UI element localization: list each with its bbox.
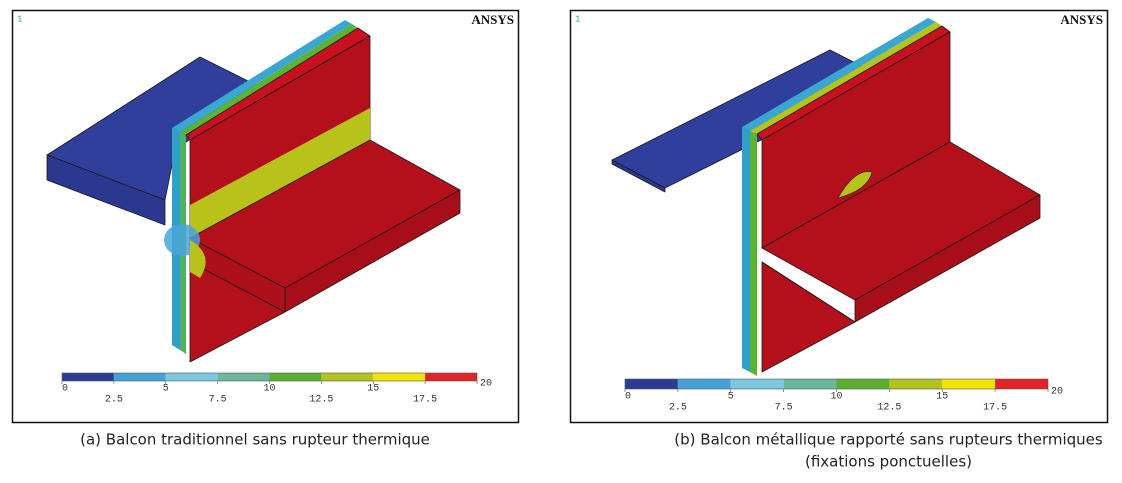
colorbar-segment [373,373,425,381]
logo: ANSYS [1060,12,1103,27]
figure: 1ANSYS02.557.51012.51517.520(a) Balcon t… [0,0,1122,479]
tick-label: 17.5 [413,395,437,406]
index-label: 1 [575,14,580,24]
page: {"panels": [ {"index_label": "1", "logo"… [0,0,1122,479]
wall-layer [742,127,750,372]
colorbar-segment [114,373,166,381]
caption: (b) Balcon métallique rapporté sans rupt… [674,431,1103,449]
colorbar-segment [425,373,477,381]
index-label: 1 [17,14,22,24]
tick-label: 2.5 [105,395,123,406]
tick-label: 0 [625,392,631,403]
wall-layer [750,131,757,376]
colorbar-segment [731,379,784,389]
tick-label: 20 [480,379,492,390]
colorbar-segment [166,373,218,381]
tick-label: 2.5 [669,403,687,414]
tick-label: 5 [728,392,734,403]
tick-label: 5 [163,384,169,395]
tick-label: 20 [1051,387,1063,398]
tick-label: 10 [830,392,842,403]
tick-label: 0 [62,384,68,395]
caption: (a) Balcon traditionnel sans rupteur the… [80,431,430,449]
colorbar-segment [942,379,995,389]
logo: ANSYS [471,12,514,27]
colorbar-segment [678,379,731,389]
tick-label: 7.5 [209,395,227,406]
colorbar-segment [837,379,890,389]
colorbar-segment [218,373,270,381]
tick-label: 15 [367,384,379,395]
colorbar-segment [270,373,322,381]
colorbar-segment [889,379,942,389]
tick-label: 7.5 [775,403,793,414]
colorbar-segment [321,373,373,381]
colorbar-segment [62,373,114,381]
tick-label: 17.5 [983,403,1007,414]
colorbar-segment [625,379,678,389]
tick-label: 10 [263,384,275,395]
tick-label: 12.5 [877,403,901,414]
colorbar-segment [995,379,1048,389]
colorbar-segment [784,379,837,389]
tick-label: 15 [936,392,948,403]
tick-label: 12.5 [309,395,333,406]
caption: (fixations ponctuelles) [805,453,972,471]
